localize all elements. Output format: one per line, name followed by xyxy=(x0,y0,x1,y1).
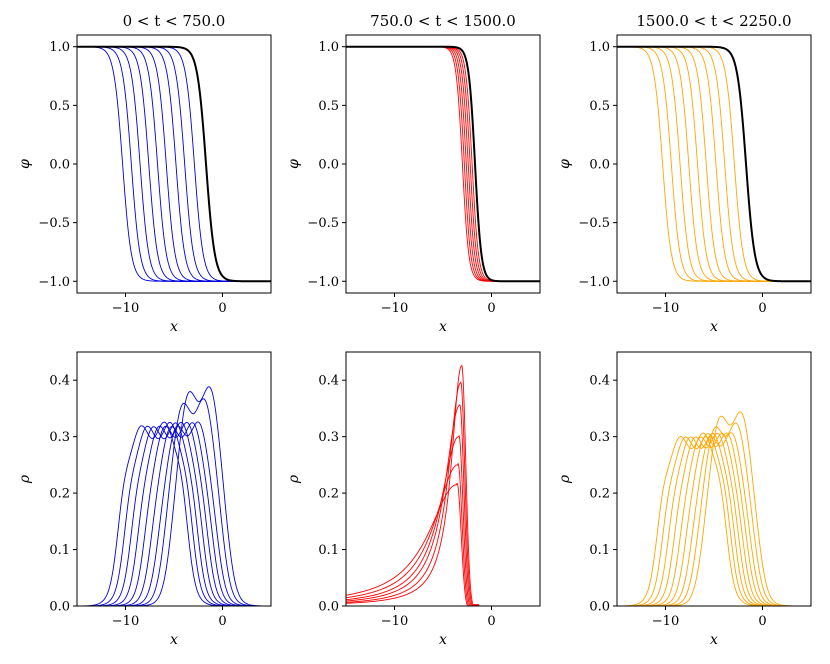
y-axis-label: φ xyxy=(286,159,302,169)
y-tick-label: 0.1 xyxy=(589,543,610,558)
series-line-5 xyxy=(346,381,540,606)
panel-title: 0 < t < 750.0 xyxy=(123,12,226,30)
final-profile-line xyxy=(77,45,271,283)
y-tick-label: 0.3 xyxy=(589,430,610,445)
series-line-6 xyxy=(346,46,540,282)
y-tick-label: 0.2 xyxy=(318,487,339,502)
y-tick-label: 0.0 xyxy=(318,158,339,173)
panel-1-curves xyxy=(77,45,271,283)
x-axis-label: x xyxy=(170,319,178,335)
axes-frame xyxy=(616,351,812,607)
y-axis-label: ρ xyxy=(557,474,573,484)
y-tick-label: 0.4 xyxy=(318,374,339,389)
series-line-4 xyxy=(346,404,540,606)
y-tick-label: 0.0 xyxy=(49,158,70,173)
series-line-2 xyxy=(346,462,540,606)
y-axis-label: ρ xyxy=(17,474,33,484)
series-line-1 xyxy=(346,482,540,606)
series-line-6 xyxy=(346,364,540,606)
x-axis-label: x xyxy=(439,319,447,335)
panel-5: −10 0 0.0 0.1 0.2 0.3 0.4 x ρ xyxy=(286,351,541,648)
x-tick-label: −10 xyxy=(112,301,139,316)
panel-3-curves xyxy=(617,45,811,283)
y-tick-label: 0.0 xyxy=(589,600,610,615)
y-tick-label: 0.1 xyxy=(49,543,70,558)
y-tick-label: −1.0 xyxy=(38,275,70,290)
axes-frame xyxy=(345,351,541,607)
y-tick-label: 0.3 xyxy=(318,430,339,445)
series-line-9 xyxy=(617,411,811,606)
x-tick-label: −10 xyxy=(381,614,408,629)
panel-3: −10 0 −1.0 −0.5 0.0 0.5 1.0 x φ 1500.0 < t < 2250… xyxy=(557,12,812,335)
y-tick-label: −0.5 xyxy=(578,216,610,231)
panel-4: −10 0 0.0 0.1 0.2 0.3 0.4 x ρ xyxy=(17,351,272,648)
y-tick-label: 0.0 xyxy=(318,600,339,615)
panel-1: −10 0 −1.0 −0.5 0.0 0.5 1.0 x φ 0 < t < 750.0 xyxy=(17,12,272,335)
panel-title: 1500.0 < t < 2250.0 xyxy=(636,12,791,30)
y-tick-label: 0.2 xyxy=(49,487,70,502)
axes-frame xyxy=(345,34,541,294)
y-axis-label: φ xyxy=(17,159,33,169)
series-line-5 xyxy=(346,46,540,282)
series-line-1 xyxy=(346,46,540,282)
panel-2: −10 0 −1.0 −0.5 0.0 0.5 1.0 x φ 750.0 < t < 1500.… xyxy=(286,12,541,335)
y-tick-label: −0.5 xyxy=(307,216,339,231)
x-tick-label: 0 xyxy=(487,614,495,629)
axes-frame xyxy=(616,34,812,294)
series-line-2 xyxy=(346,46,540,282)
y-tick-label: 0.4 xyxy=(49,374,70,389)
final-profile-line xyxy=(346,45,540,283)
y-axis-label: φ xyxy=(557,159,573,169)
series-line-6 xyxy=(77,46,271,282)
panel-6-curves xyxy=(617,411,811,606)
x-axis-label: x xyxy=(170,632,178,648)
panel-5-curves xyxy=(346,364,540,606)
series-line-3 xyxy=(346,435,540,606)
x-axis-label: x xyxy=(710,319,718,335)
y-tick-label: 0.4 xyxy=(589,374,610,389)
y-tick-label: 1.0 xyxy=(589,40,610,55)
x-tick-label: 0 xyxy=(218,301,226,316)
axes-frame xyxy=(76,351,272,607)
y-tick-label: −1.0 xyxy=(307,275,339,290)
x-axis-label: x xyxy=(710,632,718,648)
series-line-6 xyxy=(617,46,811,282)
x-tick-label: 0 xyxy=(218,614,226,629)
x-tick-label: 0 xyxy=(758,301,766,316)
y-tick-label: 0.2 xyxy=(589,487,610,502)
x-tick-label: −10 xyxy=(112,614,139,629)
y-tick-label: 0.1 xyxy=(318,543,339,558)
x-axis-label: x xyxy=(439,632,447,648)
y-tick-label: −0.5 xyxy=(38,216,70,231)
x-tick-label: −10 xyxy=(381,301,408,316)
series-line-8 xyxy=(617,422,811,606)
y-tick-label: −1.0 xyxy=(578,275,610,290)
y-tick-label: 1.0 xyxy=(49,40,70,55)
y-tick-label: 1.0 xyxy=(318,40,339,55)
x-tick-label: −10 xyxy=(652,301,679,316)
series-line-1 xyxy=(617,432,811,606)
series-line-7 xyxy=(77,421,271,606)
series-line-4 xyxy=(346,46,540,282)
final-profile-line xyxy=(617,45,811,283)
axes-frame xyxy=(76,34,272,294)
panel-6: −10 0 0.0 0.1 0.2 0.3 0.4 x ρ xyxy=(557,351,812,648)
x-tick-label: 0 xyxy=(487,301,495,316)
series-line-8 xyxy=(77,398,271,606)
y-tick-label: 0.3 xyxy=(49,430,70,445)
y-tick-label: 0.0 xyxy=(589,158,610,173)
series-line-3 xyxy=(346,46,540,282)
y-axis-label: ρ xyxy=(286,474,302,484)
y-tick-label: 0.0 xyxy=(49,600,70,615)
x-tick-label: 0 xyxy=(758,614,766,629)
y-tick-label: 0.5 xyxy=(589,99,610,114)
series-line-9 xyxy=(77,386,271,606)
x-tick-label: −10 xyxy=(652,614,679,629)
panel-title: 750.0 < t < 1500.0 xyxy=(370,12,516,30)
y-tick-label: 0.5 xyxy=(318,99,339,114)
panel-4-curves xyxy=(77,386,271,606)
panel-2-curves xyxy=(346,45,540,283)
y-tick-label: 0.5 xyxy=(49,99,70,114)
